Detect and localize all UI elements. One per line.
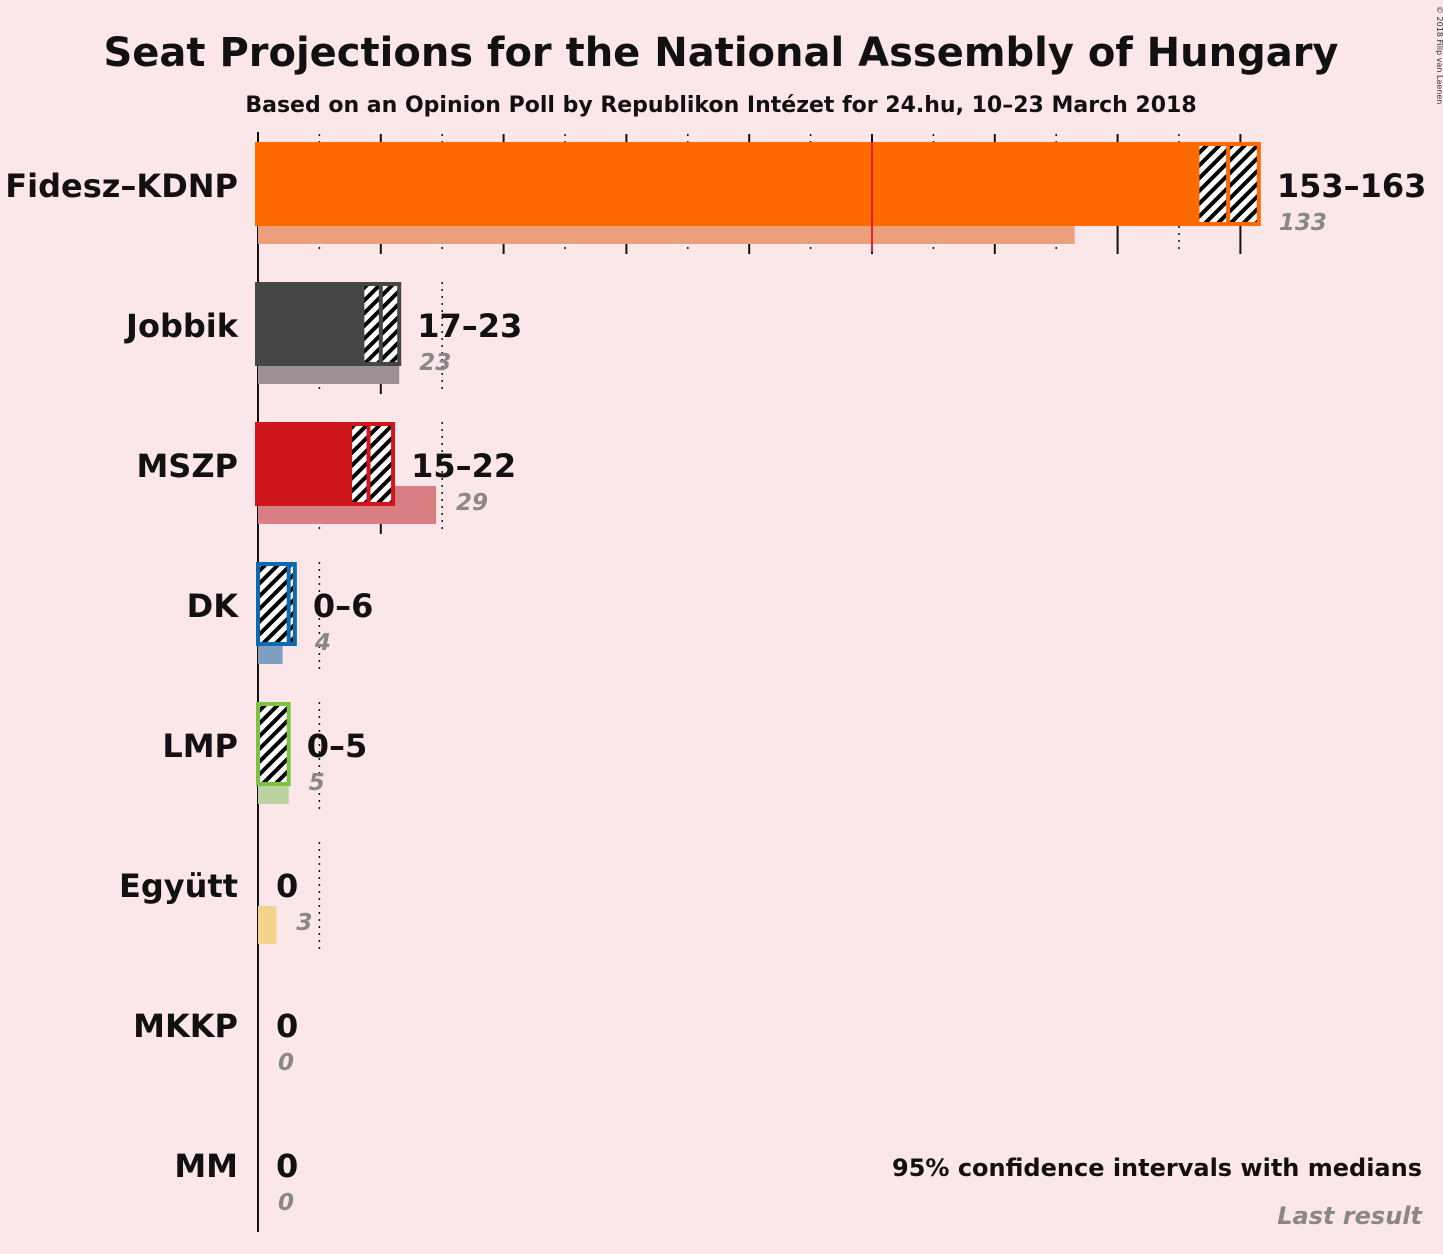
ci-hatched-bar <box>348 422 396 506</box>
ci-solid-bar <box>255 422 351 506</box>
last-result-label: 23 <box>419 350 451 376</box>
chart-title: Seat Projections for the National Assemb… <box>103 30 1338 76</box>
copyright: © 2018 Filip van Laenen <box>1435 6 1443 104</box>
party-label: DK <box>187 587 240 625</box>
bars <box>255 142 1261 944</box>
range-label: 0–5 <box>307 727 368 765</box>
legend-last-result: Last result <box>1277 1202 1423 1230</box>
chart-subtitle: Based on an Opinion Poll by Republikon I… <box>245 93 1196 118</box>
grid <box>257 132 1242 1232</box>
party-label: MSZP <box>136 447 238 485</box>
party-label: MM <box>174 1147 238 1185</box>
last-result-label: 3 <box>296 910 312 936</box>
last-result-bar <box>258 906 277 944</box>
ci-solid-bar <box>255 142 1198 226</box>
last-result-label: 133 <box>1279 210 1327 236</box>
party-label: LMP <box>162 727 238 765</box>
last-result-label: 0 <box>278 1050 294 1076</box>
party-bar-mszp <box>255 422 437 524</box>
range-label: 0 <box>276 1007 298 1045</box>
party-label: Együtt <box>119 867 238 905</box>
party-label: Jobbik <box>124 307 239 345</box>
last-result-label: 5 <box>309 770 325 796</box>
party-bar-dk <box>256 562 297 664</box>
ci-hatched-bar <box>256 702 291 786</box>
range-label: 17–23 <box>417 307 522 345</box>
legend-ci: 95% confidence intervals with medians <box>892 1154 1422 1182</box>
last-result-label: 4 <box>314 630 331 656</box>
range-label: 0–6 <box>313 587 374 625</box>
party-bar-jobbik <box>255 282 402 384</box>
range-label: 0 <box>276 1147 298 1185</box>
party-label: Fidesz–KDNP <box>5 167 238 205</box>
range-label: 15–22 <box>411 447 516 485</box>
last-result-label: 0 <box>278 1190 294 1216</box>
last-result-label: 29 <box>456 490 488 516</box>
party-label: MKKP <box>133 1007 238 1045</box>
labels: Fidesz–KDNP 153–163 133 Jobbik 17–23 23 MSZP 15… <box>5 167 1426 1216</box>
party-bar-egy-tt <box>258 906 277 944</box>
ci-solid-bar <box>255 282 363 366</box>
range-label: 153–163 <box>1277 167 1427 205</box>
party-bar-fidesz-kdnp <box>255 142 1261 244</box>
range-label: 0 <box>276 867 298 905</box>
party-bar-lmp <box>256 702 291 804</box>
